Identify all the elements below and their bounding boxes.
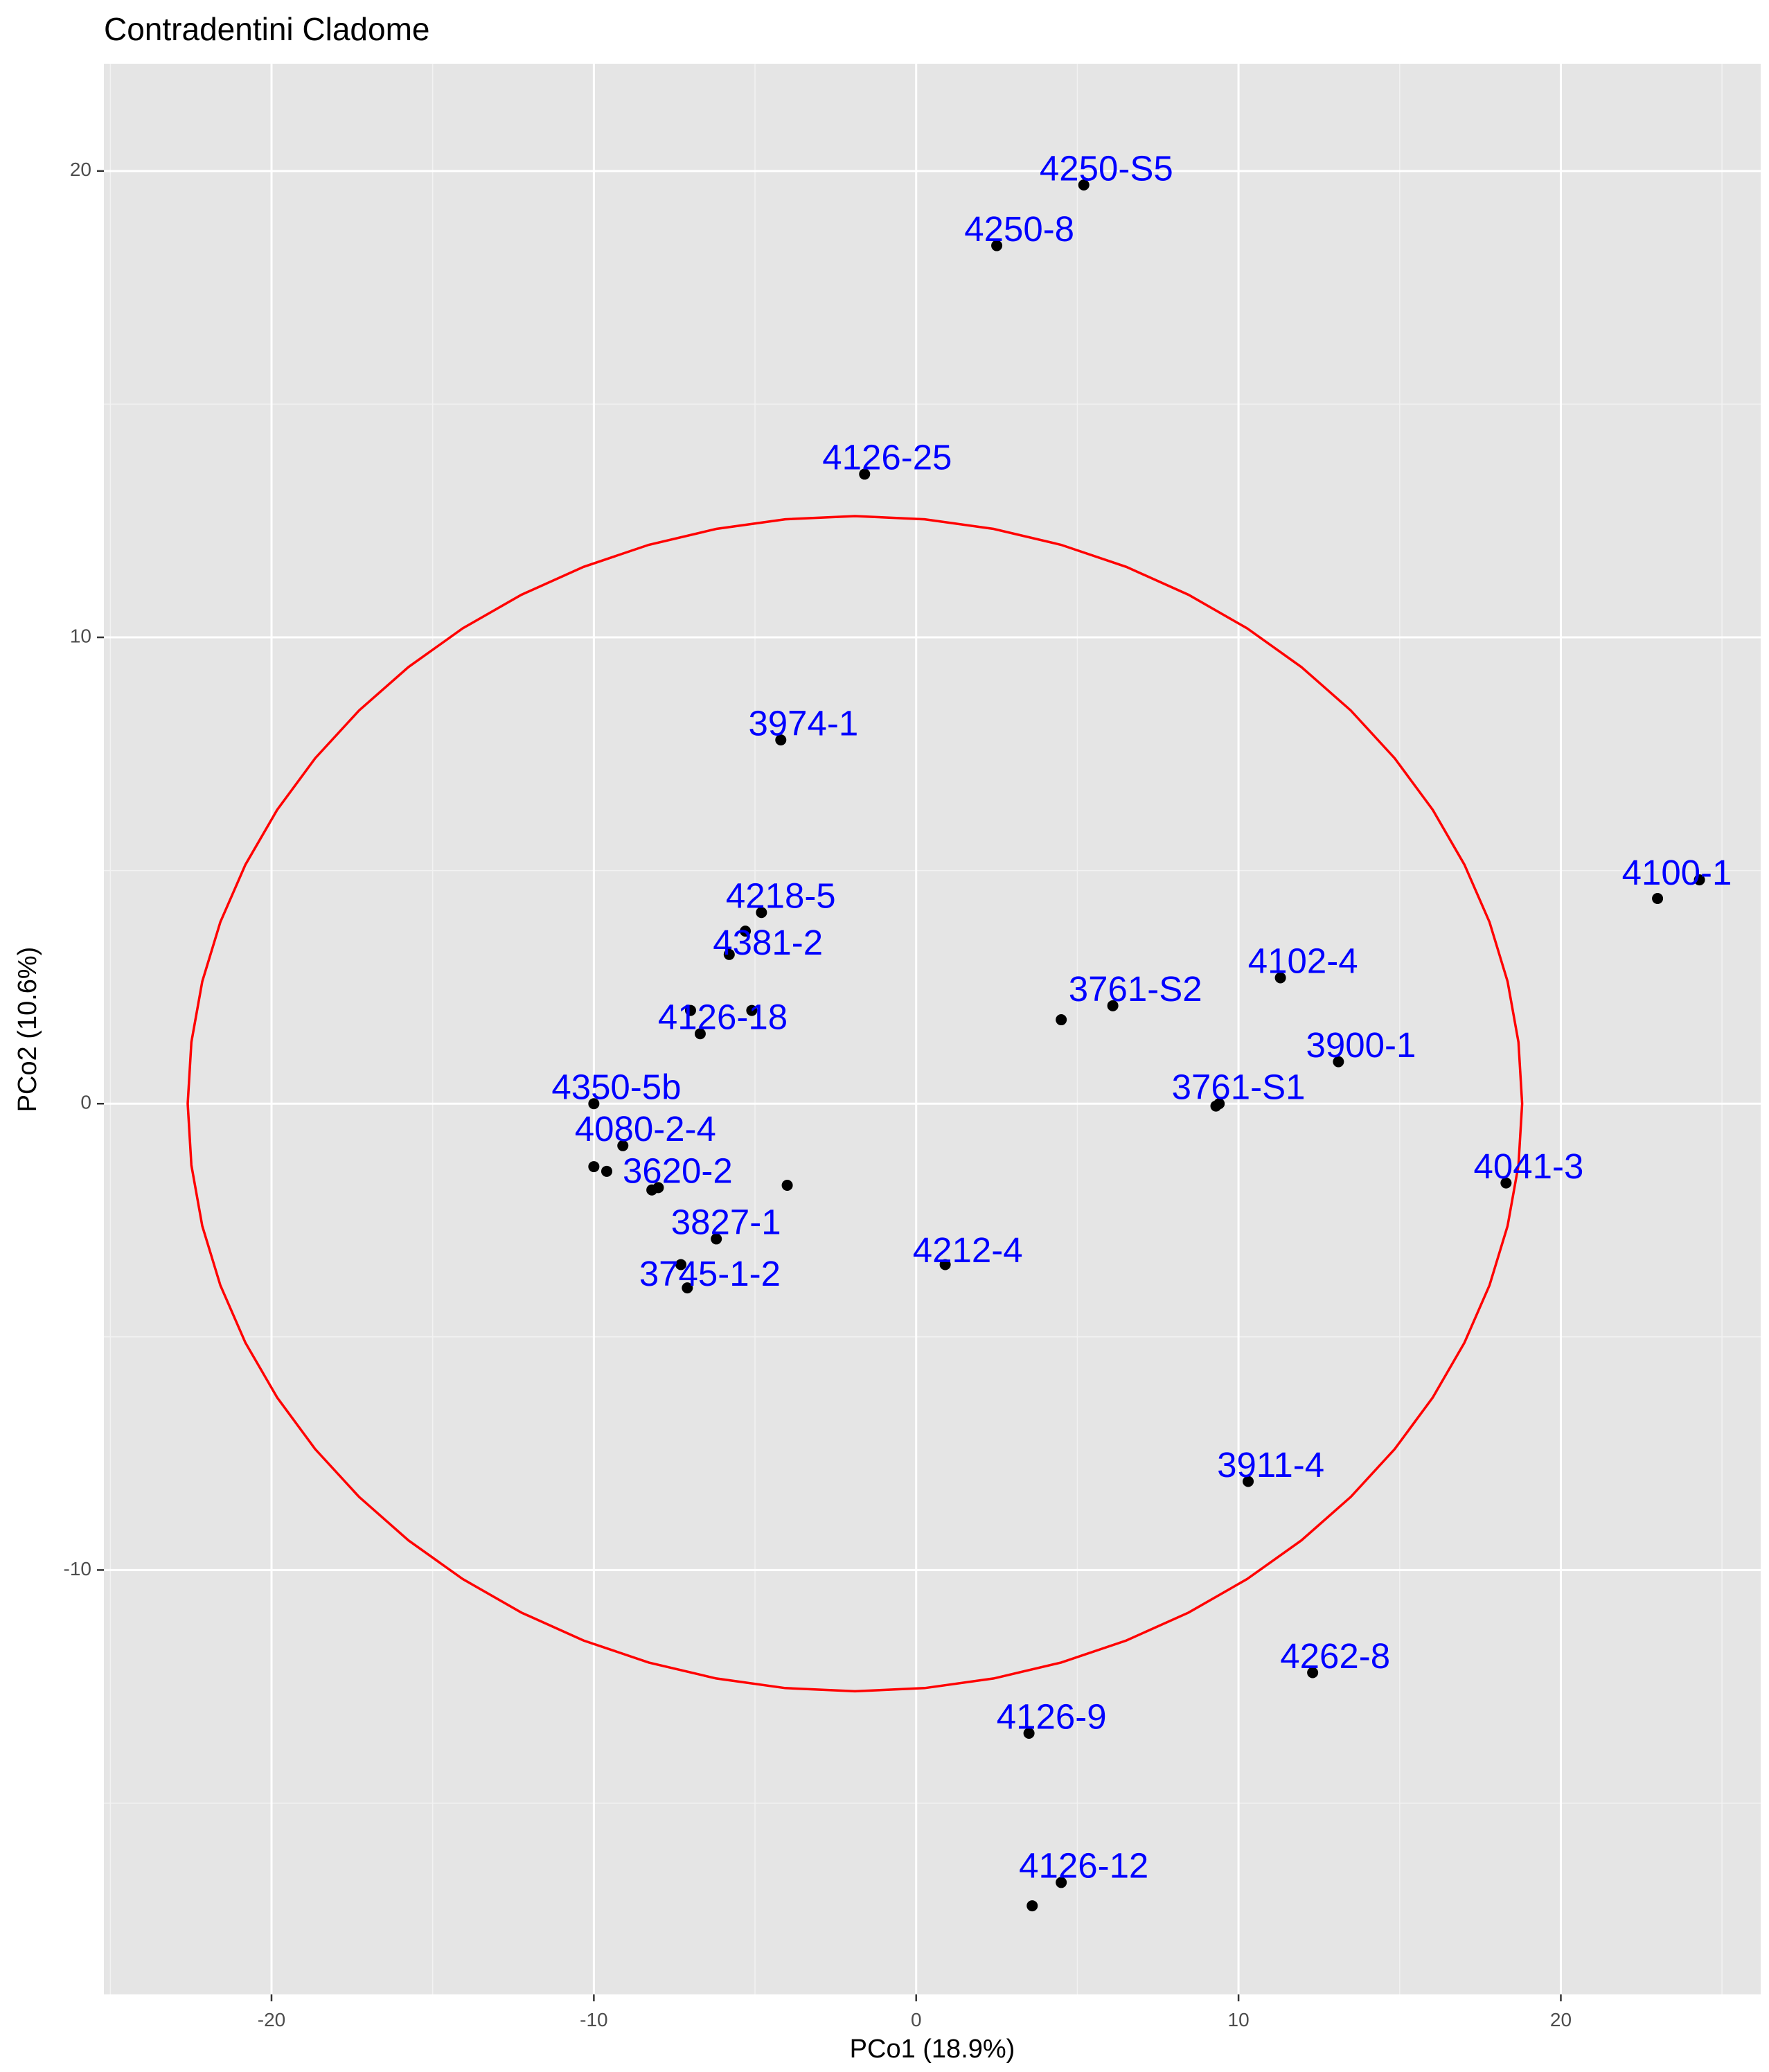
data-point bbox=[1274, 972, 1286, 984]
y-tick-label: 0 bbox=[80, 1092, 91, 1113]
point-label: 4250-8 bbox=[964, 209, 1074, 249]
minor-gridlines bbox=[104, 64, 1761, 1994]
data-point bbox=[711, 1233, 722, 1245]
point-label: 4218-5 bbox=[726, 876, 836, 915]
data-point bbox=[723, 948, 735, 960]
confidence-ellipse bbox=[186, 515, 1524, 1693]
point-label: 3620-2 bbox=[623, 1151, 733, 1191]
y-tick-label: -10 bbox=[64, 1558, 91, 1579]
data-point bbox=[775, 734, 787, 746]
data-point bbox=[1652, 893, 1664, 905]
y-tick-label: 20 bbox=[70, 159, 91, 180]
point-label: 3745-1-2 bbox=[639, 1254, 781, 1293]
x-tick-label: -10 bbox=[580, 2009, 607, 2030]
x-tick-label: 10 bbox=[1228, 2009, 1250, 2030]
point-label: 4102-4 bbox=[1248, 941, 1358, 981]
x-tick-label: 0 bbox=[911, 2009, 922, 2030]
x-tick-label: 20 bbox=[1550, 2009, 1572, 2030]
point-label: 4080-2-4 bbox=[575, 1109, 716, 1149]
point-label: 4381-2 bbox=[713, 923, 823, 962]
point-label: 4262-8 bbox=[1280, 1636, 1390, 1676]
data-point bbox=[588, 1098, 600, 1110]
data-point bbox=[617, 1140, 629, 1151]
data-point bbox=[756, 907, 767, 919]
point-label: 3761-S1 bbox=[1172, 1067, 1306, 1106]
point-label: 4350-5b bbox=[551, 1067, 681, 1106]
plot-panel bbox=[104, 64, 1761, 1994]
data-point bbox=[1056, 1877, 1067, 1888]
data-point bbox=[1107, 1000, 1119, 1011]
data-point bbox=[746, 1004, 758, 1016]
y-axis-title: PCo2 (10.6%) bbox=[13, 947, 42, 1113]
y-axis-ticks: -10 0 10 20 bbox=[64, 159, 104, 1579]
data-point bbox=[684, 1004, 696, 1016]
data-point bbox=[694, 1028, 706, 1040]
data-point bbox=[1078, 179, 1090, 191]
data-points bbox=[588, 179, 1705, 1912]
point-label: 3900-1 bbox=[1306, 1025, 1416, 1065]
x-axis-ticks: -20 -10 0 10 20 bbox=[258, 1994, 1572, 2030]
point-label: 4126-18 bbox=[658, 998, 788, 1037]
point-label: 4250-S5 bbox=[1040, 148, 1173, 188]
point-label: 4100-1 bbox=[1622, 853, 1732, 892]
data-point bbox=[1243, 1476, 1254, 1487]
chart-title: Contradentini Cladome bbox=[104, 11, 430, 47]
data-point bbox=[682, 1282, 693, 1294]
data-point bbox=[1214, 1098, 1225, 1110]
point-label: 3911-4 bbox=[1217, 1445, 1324, 1485]
data-point bbox=[991, 240, 1003, 251]
point-label: 4041-3 bbox=[1474, 1146, 1584, 1186]
data-point bbox=[1307, 1667, 1319, 1679]
data-point bbox=[1500, 1177, 1512, 1189]
point-label: 4126-9 bbox=[997, 1697, 1107, 1736]
major-gridlines bbox=[104, 64, 1761, 1994]
point-labels: 4250-S5 4250-8 4126-25 3974-1 4218-5 4381-2 41… bbox=[551, 148, 1732, 1885]
data-point bbox=[1026, 1900, 1038, 1912]
data-point bbox=[675, 1259, 687, 1270]
data-point bbox=[859, 468, 871, 480]
data-point bbox=[1333, 1056, 1344, 1068]
x-axis-title: PCo1 (18.9%) bbox=[850, 2035, 1015, 2064]
point-label: 3827-1 bbox=[671, 1203, 781, 1242]
point-label: 4126-25 bbox=[822, 438, 952, 477]
data-point bbox=[652, 1182, 664, 1194]
data-point bbox=[939, 1259, 951, 1270]
data-point bbox=[740, 926, 752, 937]
data-point bbox=[781, 1180, 793, 1192]
y-tick-label: 10 bbox=[70, 625, 91, 646]
point-label: 4126-12 bbox=[1019, 1846, 1148, 1886]
data-point bbox=[601, 1165, 612, 1177]
point-label: 3761-S2 bbox=[1069, 969, 1202, 1009]
data-point bbox=[1023, 1728, 1035, 1739]
x-tick-label: -20 bbox=[258, 2009, 285, 2030]
data-point bbox=[1694, 874, 1705, 886]
point-label: 4212-4 bbox=[913, 1230, 1023, 1270]
data-point bbox=[588, 1161, 600, 1173]
data-point bbox=[1056, 1014, 1067, 1026]
point-label: 3974-1 bbox=[748, 703, 858, 743]
